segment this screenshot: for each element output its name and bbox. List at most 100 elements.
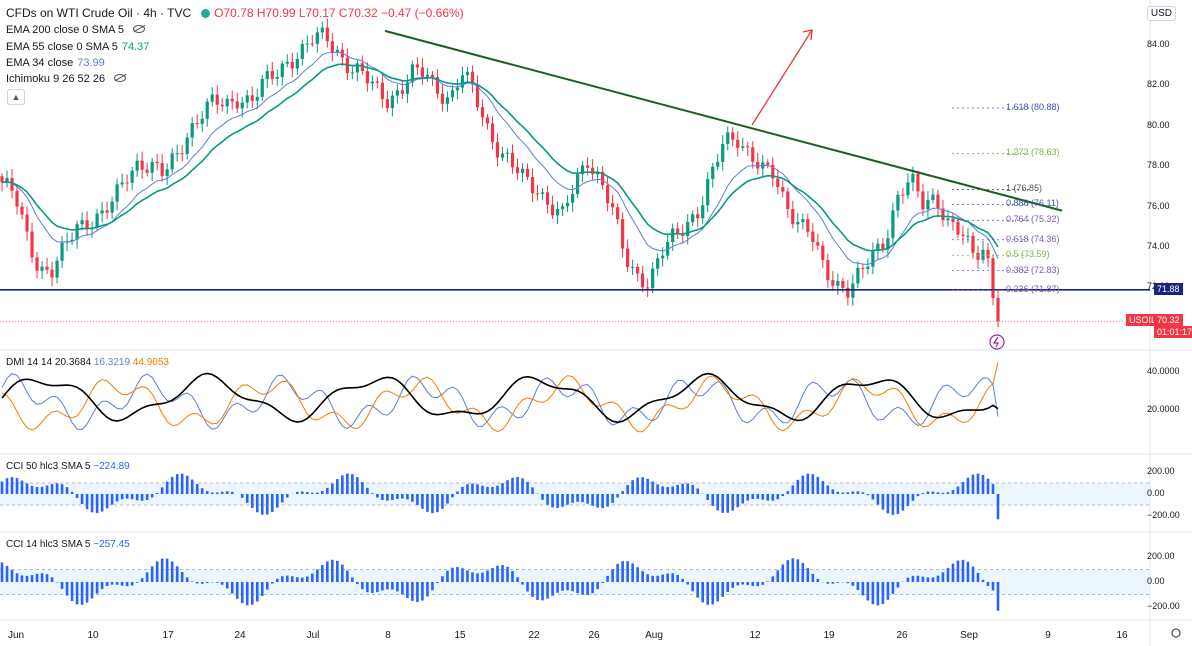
candle-body [530, 177, 535, 194]
cci14-bar [556, 582, 559, 593]
cci14-bar [631, 563, 634, 582]
cci14-bar [851, 582, 855, 586]
cci50-bar [651, 481, 654, 494]
candle-body [991, 258, 995, 298]
cci50-bar [346, 473, 349, 494]
cci14-bar [130, 582, 134, 586]
cci14-bar [45, 574, 49, 582]
candle-body [510, 152, 515, 168]
cci14-bar [160, 558, 164, 582]
candle-body [946, 218, 950, 221]
dmi-label: DMI 14 14 [6, 357, 53, 368]
candle-body [320, 27, 324, 33]
candle-body [661, 255, 665, 259]
cci14-bar [150, 566, 154, 582]
dmi-legend[interactable]: DMI 14 14 20.3684 16.3219 44.9053 [6, 357, 169, 368]
candle-body [420, 67, 425, 77]
cci14-bar [896, 582, 900, 588]
ema55-legend[interactable]: EMA 55 close 0 SMA 5 74.37 [6, 41, 153, 53]
candle-body [846, 287, 850, 298]
cci50-bar [175, 474, 179, 494]
candle-body [606, 185, 610, 204]
symbol-legend[interactable]: CFDs on WTI Crude Oil · 4h · TVC O70.78 H… [6, 6, 468, 20]
cci14-bar [195, 582, 199, 584]
cci14-tick-label: 0.00 [1147, 576, 1165, 586]
ema200-label: EMA 200 close 0 SMA 5 [6, 24, 125, 36]
cci50-bar [741, 494, 745, 504]
cci50-bar [711, 494, 715, 506]
cci50-bar [531, 487, 534, 494]
candle-body [691, 214, 695, 223]
cci14-bar [306, 576, 309, 582]
candle-body [325, 27, 329, 42]
candle-body [936, 194, 940, 209]
candle-body [455, 87, 460, 91]
time-tick-label: 9 [1045, 630, 1051, 641]
hidden-eye-icon[interactable] [114, 74, 127, 82]
cci14-bar [185, 577, 189, 582]
cci50-bar [190, 479, 194, 494]
cci50-bar [336, 479, 339, 494]
cci50-bar [746, 494, 750, 501]
ema55-line [1, 63, 999, 252]
cci14-bar [906, 577, 910, 582]
cci50-bar [921, 492, 925, 494]
candle-body [70, 239, 74, 242]
candle-body [290, 61, 294, 69]
cci14-bar [916, 575, 920, 582]
cci50-legend[interactable]: CCI 50 hlc3 SMA 5 −224.89 [6, 461, 130, 472]
cci50-bar [586, 494, 589, 504]
cci14-bar [341, 564, 344, 582]
cci50-bar [200, 488, 204, 494]
candle-body [601, 171, 605, 186]
candle-body [310, 43, 314, 45]
cci50-bar [956, 486, 960, 494]
collapse-legend-button[interactable]: ▲ [7, 89, 25, 105]
cci50-bar [466, 484, 469, 494]
candle-body [756, 161, 760, 169]
candle-body [971, 235, 975, 253]
cci50-bar [866, 494, 870, 496]
cci14-bar [791, 558, 795, 582]
cci14-tick-label: 200.00 [1147, 551, 1175, 561]
candle-body [961, 234, 965, 236]
ichimoku-legend[interactable]: Ichimoku 9 26 52 26 [6, 73, 130, 85]
candle-body [190, 123, 194, 138]
cci50-bar [926, 491, 930, 494]
cci50-bar [230, 491, 234, 494]
time-tick-label: Jun [7, 630, 25, 641]
ema200-legend[interactable]: EMA 200 close 0 SMA 5 [6, 24, 149, 36]
candle-body [590, 167, 595, 175]
candle-body [706, 179, 710, 206]
fib-level-label: 1 (76.85) [1006, 183, 1043, 194]
ema34-legend[interactable]: EMA 34 close 73.99 [6, 57, 109, 69]
cci50-bar [321, 491, 324, 494]
cci14-bar [666, 573, 669, 582]
candle-body [621, 219, 625, 249]
cci14-bar [871, 582, 875, 605]
cci14-bar [280, 576, 284, 582]
price-tick-label: 78.00 [1147, 160, 1170, 171]
cci50-bar [105, 494, 109, 509]
cci14-legend[interactable]: CCI 14 hlc3 SMA 5 −257.45 [6, 539, 130, 550]
cci50-bar [706, 494, 710, 500]
cci14-bar [466, 570, 469, 582]
candle-body [916, 173, 920, 192]
cci50-bar [431, 494, 434, 514]
candle-body [480, 107, 485, 118]
time-tick-label: Jul [306, 630, 320, 641]
hidden-eye-icon[interactable] [133, 25, 146, 33]
candle-body [10, 178, 14, 191]
cci50-bar [70, 491, 74, 494]
candle-body [896, 194, 900, 211]
cci50-bar [90, 494, 94, 513]
cci14-bar [20, 575, 24, 582]
candle-body [580, 165, 585, 175]
cci50-bar [331, 483, 334, 494]
cci14-bar [646, 574, 649, 582]
cci14-bar [170, 561, 174, 582]
currency-label[interactable]: USD [1146, 6, 1176, 21]
cci50-bar [616, 494, 619, 498]
cci14-bar [961, 559, 965, 582]
